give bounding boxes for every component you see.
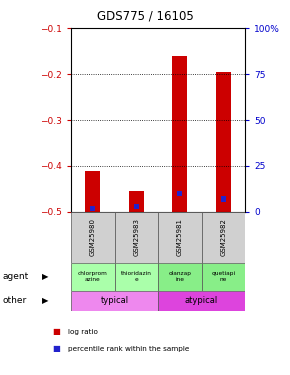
- Bar: [216, 72, 231, 212]
- Bar: [221, 196, 226, 202]
- FancyBboxPatch shape: [202, 212, 245, 262]
- Text: GSM25980: GSM25980: [90, 218, 96, 256]
- FancyBboxPatch shape: [158, 262, 202, 291]
- Text: quetiapi
ne: quetiapi ne: [211, 272, 235, 282]
- Text: other: other: [3, 296, 27, 305]
- Bar: [177, 191, 182, 196]
- FancyBboxPatch shape: [115, 212, 158, 262]
- Bar: [90, 206, 95, 211]
- Text: ▶: ▶: [42, 272, 48, 281]
- Bar: [85, 171, 100, 212]
- Text: thioridazin
e: thioridazin e: [121, 272, 152, 282]
- Text: GSM25983: GSM25983: [133, 218, 139, 256]
- FancyBboxPatch shape: [158, 212, 202, 262]
- FancyBboxPatch shape: [71, 212, 115, 262]
- Text: GSM25982: GSM25982: [220, 218, 226, 256]
- Text: GSM25981: GSM25981: [177, 218, 183, 256]
- Text: chlorprom
azine: chlorprom azine: [78, 272, 108, 282]
- Bar: [172, 56, 187, 212]
- Text: typical: typical: [101, 296, 128, 305]
- Text: olanzap
ine: olanzap ine: [168, 272, 191, 282]
- Text: ■: ■: [52, 327, 60, 336]
- Text: ▶: ▶: [42, 296, 48, 305]
- Text: percentile rank within the sample: percentile rank within the sample: [68, 346, 190, 352]
- FancyBboxPatch shape: [71, 262, 115, 291]
- Bar: [134, 204, 139, 209]
- FancyBboxPatch shape: [71, 291, 158, 311]
- Text: atypical: atypical: [185, 296, 218, 305]
- FancyBboxPatch shape: [115, 262, 158, 291]
- Bar: [129, 191, 144, 212]
- Text: ■: ■: [52, 344, 60, 353]
- Text: log ratio: log ratio: [68, 329, 98, 335]
- FancyBboxPatch shape: [202, 262, 245, 291]
- FancyBboxPatch shape: [158, 291, 245, 311]
- Text: GDS775 / 16105: GDS775 / 16105: [97, 9, 193, 22]
- Text: agent: agent: [3, 272, 29, 281]
